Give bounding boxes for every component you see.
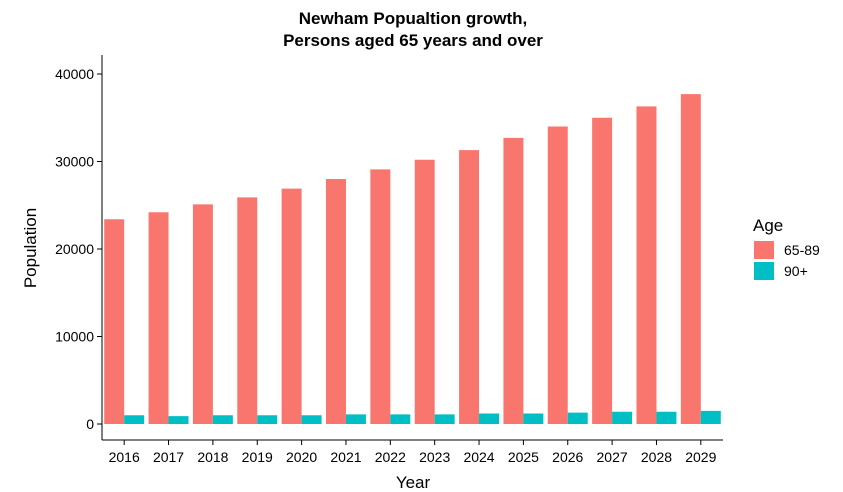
y-axis-label: Population bbox=[21, 208, 40, 288]
legend: Age 65-89 90+ bbox=[753, 216, 820, 280]
bar-90-plus-2018 bbox=[212, 415, 233, 424]
bar-65-89-2017 bbox=[148, 212, 169, 424]
bar-65-89-2026 bbox=[547, 126, 568, 424]
bar-90-plus-2016 bbox=[124, 415, 145, 424]
x-tick-label: 2018 bbox=[197, 449, 228, 465]
bar-65-89-2025 bbox=[503, 137, 524, 424]
bar-90-plus-2023 bbox=[434, 414, 455, 424]
y-axis-ticks: 0 10000 20000 30000 40000 bbox=[55, 66, 102, 432]
bar-65-89-2018 bbox=[192, 204, 213, 424]
bar-90-plus-2029 bbox=[700, 410, 721, 424]
y-tick-label: 20000 bbox=[55, 241, 94, 257]
bar-90-plus-2020 bbox=[301, 415, 322, 424]
y-tick-label: 0 bbox=[86, 416, 94, 432]
bar-65-89-2029 bbox=[680, 94, 701, 424]
x-tick-label: 2027 bbox=[597, 449, 628, 465]
x-tick-label: 2024 bbox=[463, 449, 494, 465]
bar-65-89-2023 bbox=[414, 159, 435, 424]
chart-title-line-2: Persons aged 65 years and over bbox=[283, 31, 543, 50]
legend-swatch-65-89 bbox=[754, 241, 774, 259]
y-tick-label: 30000 bbox=[55, 154, 94, 170]
bar-65-89-2016 bbox=[104, 219, 125, 424]
x-tick-label: 2019 bbox=[242, 449, 273, 465]
bar-90-plus-2026 bbox=[567, 412, 588, 424]
x-tick-label: 2020 bbox=[286, 449, 317, 465]
legend-label-90-plus: 90+ bbox=[784, 263, 808, 279]
bar-90-plus-2027 bbox=[612, 411, 633, 424]
x-tick-label: 2016 bbox=[109, 449, 140, 465]
bar-90-plus-2019 bbox=[257, 415, 278, 424]
x-tick-label: 2021 bbox=[330, 449, 361, 465]
bars-group bbox=[104, 94, 721, 424]
bar-65-89-2021 bbox=[326, 179, 346, 424]
bar-65-89-2027 bbox=[592, 117, 613, 424]
bar-65-89-2019 bbox=[237, 197, 258, 424]
x-tick-label: 2025 bbox=[508, 449, 539, 465]
x-tick-label: 2028 bbox=[641, 449, 672, 465]
bar-90-plus-2021 bbox=[345, 414, 366, 424]
bar-65-89-2022 bbox=[370, 169, 391, 424]
bar-65-89-2028 bbox=[636, 106, 657, 424]
bar-65-89-2020 bbox=[281, 188, 302, 424]
legend-title: Age bbox=[753, 216, 783, 235]
bar-65-89-2024 bbox=[459, 150, 480, 424]
x-axis-label: Year bbox=[396, 473, 431, 492]
chart-title-line-1: Newham Popualtion growth, bbox=[299, 9, 528, 28]
x-tick-label: 2029 bbox=[685, 449, 716, 465]
y-tick-label: 40000 bbox=[55, 66, 94, 82]
bar-90-plus-2017 bbox=[168, 416, 189, 424]
legend-swatch-90-plus bbox=[754, 262, 774, 280]
x-axis-ticks: 2016 2017 2018 2019 2020 2021 2022 2023 2024 2025… bbox=[109, 440, 717, 465]
x-tick-label: 2017 bbox=[153, 449, 184, 465]
x-tick-label: 2022 bbox=[375, 449, 406, 465]
y-tick-label: 10000 bbox=[55, 329, 94, 345]
x-tick-label: 2026 bbox=[552, 449, 583, 465]
bar-90-plus-2025 bbox=[523, 413, 544, 424]
bar-90-plus-2024 bbox=[479, 413, 499, 424]
bar-90-plus-2028 bbox=[656, 411, 677, 424]
bar-90-plus-2022 bbox=[390, 414, 411, 424]
legend-label-65-89: 65-89 bbox=[784, 242, 820, 258]
x-tick-label: 2023 bbox=[419, 449, 450, 465]
